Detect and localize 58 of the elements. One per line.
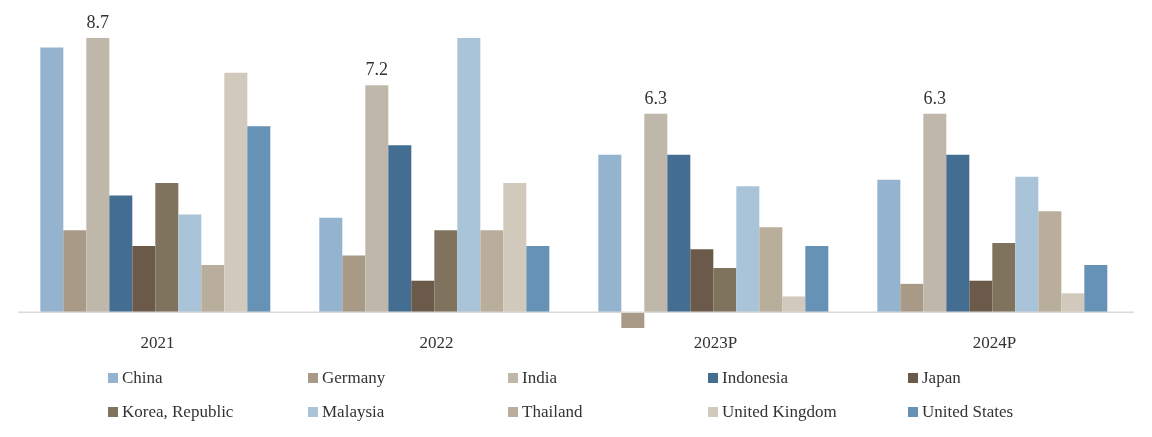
bar: [155, 183, 179, 313]
bar: [480, 230, 504, 313]
bar: [667, 154, 691, 313]
x-tick-label: 2024P: [972, 333, 1017, 353]
bar: [319, 217, 343, 313]
legend-label: United States: [922, 402, 1014, 422]
bar: [900, 283, 924, 313]
bar: [1015, 176, 1039, 313]
bar: [805, 246, 829, 313]
bar: [946, 154, 970, 313]
x-tick-label: 2021: [140, 333, 175, 353]
bar: [621, 312, 645, 328]
bar: [969, 280, 993, 313]
bar: [132, 246, 156, 313]
bar: [63, 230, 87, 313]
legend-label: Korea, Republic: [122, 402, 234, 422]
bar: [342, 255, 366, 313]
bar: [992, 242, 1016, 313]
x-tick-label: 2022: [419, 333, 454, 353]
bar: [1061, 293, 1085, 313]
legend-label: Malaysia: [322, 402, 385, 422]
bar: [247, 126, 271, 313]
bar: [178, 214, 202, 313]
bar: [201, 264, 225, 313]
bar: [109, 195, 133, 313]
bar: [434, 230, 458, 313]
bar: [713, 268, 737, 313]
data-label: 6.3: [923, 87, 947, 108]
bar: [759, 227, 783, 313]
data-label: 7.2: [365, 59, 389, 80]
bar: [736, 186, 760, 313]
bar: [224, 72, 248, 313]
bar: [365, 85, 389, 313]
bar: [644, 113, 668, 313]
bar: [411, 280, 435, 313]
legend-label: Indonesia: [722, 368, 789, 388]
bar: [877, 179, 901, 313]
bar: [1084, 264, 1108, 313]
legend-label: Germany: [322, 368, 386, 388]
bar: [388, 145, 412, 313]
bar: [40, 47, 64, 313]
bar: [457, 38, 481, 313]
legend-label: Japan: [922, 368, 961, 388]
bar: [1038, 211, 1062, 313]
bar: [598, 154, 622, 313]
bar: [923, 113, 947, 313]
x-tick-label: 2023P: [693, 333, 738, 353]
bar: [782, 296, 806, 313]
bar: [86, 38, 110, 313]
bar: [503, 183, 527, 313]
bar: [690, 249, 714, 313]
data-label: 8.7: [86, 12, 110, 32]
data-label: 6.3: [644, 87, 668, 108]
legend-label: India: [522, 368, 557, 388]
legend-label: China: [122, 368, 163, 388]
legend-label: Thailand: [522, 402, 583, 422]
legend-label: United Kingdom: [722, 402, 837, 422]
bar: [526, 246, 550, 313]
